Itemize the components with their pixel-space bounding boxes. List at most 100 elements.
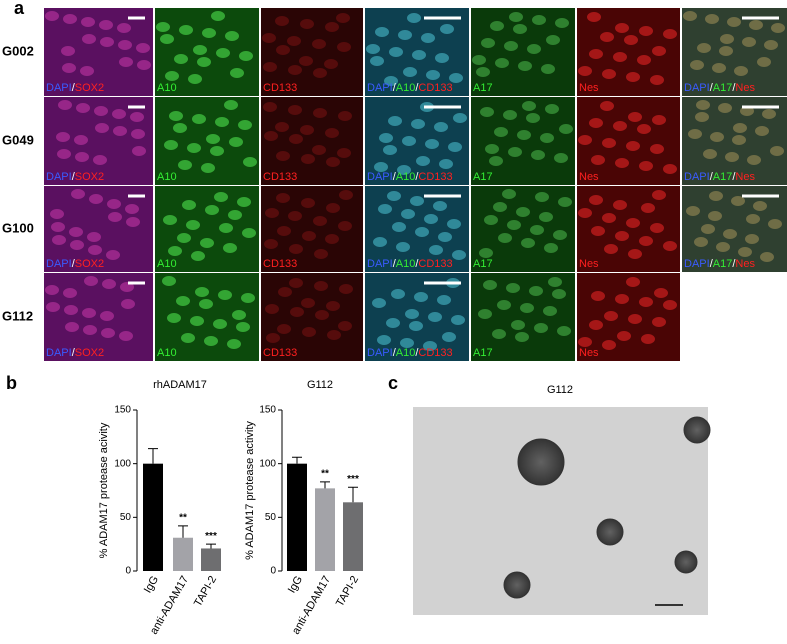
image-title: G112 [547, 384, 573, 396]
label-part: / [415, 171, 419, 183]
cell [663, 300, 677, 310]
cell [174, 54, 188, 64]
cell [276, 193, 290, 203]
cell [428, 312, 442, 322]
micrograph [577, 273, 680, 361]
cell [386, 318, 400, 328]
y-tick-label: 150 [114, 405, 131, 416]
y-tick-label: 0 [125, 566, 131, 577]
cell [373, 237, 387, 247]
y-tick-label: 50 [120, 512, 132, 523]
label-part: DAPI [367, 258, 393, 270]
significance: *** [205, 531, 217, 542]
panel-label: b [6, 373, 17, 393]
cell [712, 63, 726, 73]
cell [57, 149, 71, 159]
y-tick-label: 100 [114, 458, 131, 469]
image-label: A10 [157, 347, 177, 359]
label-part: A17 [473, 258, 493, 270]
cell [690, 60, 704, 70]
cell [56, 132, 70, 142]
image-label: DAPI/A10/CD133 [367, 171, 453, 183]
error-bar [148, 448, 158, 464]
y-tick-label: 0 [270, 566, 276, 577]
cell [63, 14, 77, 24]
cell [300, 125, 314, 135]
cell [289, 134, 303, 144]
cell [493, 202, 507, 212]
cell [489, 156, 503, 166]
cell [695, 112, 709, 122]
cell [339, 190, 353, 200]
cell [526, 113, 540, 123]
cell [205, 205, 219, 215]
cell [527, 44, 541, 54]
cell [521, 238, 535, 248]
cell [89, 194, 103, 204]
cell [224, 100, 238, 110]
label-part: Nes [735, 171, 755, 183]
image-label: DAPI/SOX2 [46, 82, 104, 94]
cell [204, 336, 218, 346]
cell [434, 122, 448, 132]
cell [199, 299, 213, 309]
cell [447, 219, 461, 229]
cell [326, 301, 340, 311]
cell [188, 74, 202, 84]
image-label: DAPI/A17/Nes [684, 82, 755, 94]
cell [81, 17, 95, 27]
label-part: / [72, 171, 76, 183]
label-part: Nes [735, 82, 755, 94]
cell [118, 40, 132, 50]
cell [265, 304, 279, 314]
cell [451, 315, 465, 325]
cell [65, 322, 79, 332]
cell [84, 276, 98, 286]
cell [313, 216, 327, 226]
cell [760, 252, 774, 262]
image-label: A17 [473, 347, 493, 359]
cell [534, 323, 548, 333]
micrograph [155, 8, 259, 96]
cell [764, 40, 778, 50]
cell [755, 126, 769, 136]
cell [277, 324, 291, 334]
significance: *** [347, 474, 359, 485]
y-axis-label: % ADAM17 protease acivity [98, 422, 110, 558]
cell [301, 198, 315, 208]
cell [628, 249, 642, 259]
cell [718, 103, 732, 113]
cell [530, 225, 544, 235]
cell [414, 292, 428, 302]
cell [193, 45, 207, 55]
image-label: CD133 [263, 258, 297, 270]
cell [426, 70, 440, 80]
cell [230, 68, 244, 78]
image-label: A10 [157, 171, 177, 183]
cell [433, 201, 447, 211]
cell [125, 204, 139, 214]
label-part: / [72, 82, 76, 94]
cell [409, 321, 423, 331]
cell [652, 115, 666, 125]
cell [589, 118, 603, 128]
label-part: A17 [713, 258, 733, 270]
cell [108, 212, 122, 222]
cell [578, 135, 592, 145]
cell [626, 72, 640, 82]
image-label: Nes [579, 171, 599, 183]
cell [195, 287, 209, 297]
cell [338, 321, 352, 331]
cell [448, 142, 462, 152]
cell [219, 223, 233, 233]
cell [314, 281, 328, 291]
cell [650, 75, 664, 85]
row-label: G100 [2, 220, 34, 235]
cell [683, 11, 697, 21]
cell [191, 251, 205, 261]
cell [236, 322, 250, 332]
cell [136, 43, 150, 53]
cell [223, 243, 237, 253]
cell [186, 220, 200, 230]
cell [686, 206, 700, 216]
